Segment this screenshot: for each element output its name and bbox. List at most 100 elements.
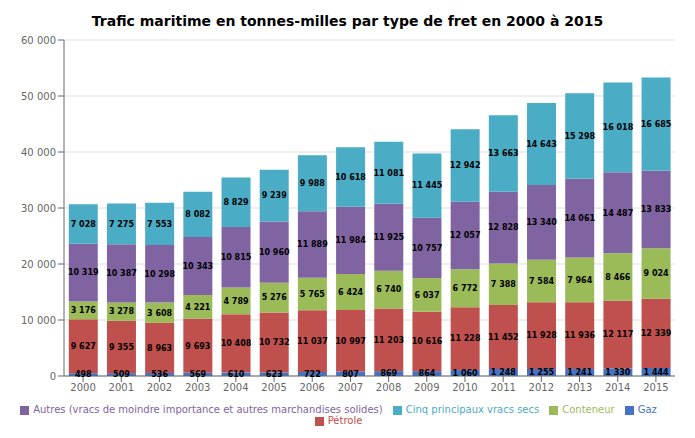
- svg-text:9 693: 9 693: [185, 342, 210, 351]
- svg-text:11 936: 11 936: [564, 331, 595, 340]
- svg-text:10 387: 10 387: [106, 269, 137, 278]
- svg-text:8 466: 8 466: [605, 273, 630, 282]
- svg-text:2001: 2001: [109, 382, 134, 393]
- svg-text:1 248: 1 248: [491, 368, 516, 377]
- svg-text:8 829: 8 829: [223, 198, 248, 207]
- svg-text:9 627: 9 627: [71, 342, 96, 351]
- svg-text:13 340: 13 340: [526, 218, 557, 227]
- svg-text:11 984: 11 984: [335, 236, 366, 245]
- svg-text:12 057: 12 057: [450, 231, 481, 240]
- svg-text:6 740: 6 740: [376, 285, 401, 294]
- svg-text:12 117: 12 117: [603, 330, 634, 339]
- svg-text:4 789: 4 789: [223, 297, 248, 306]
- svg-text:10 298: 10 298: [144, 270, 175, 279]
- svg-text:9 355: 9 355: [109, 343, 134, 352]
- svg-text:11 445: 11 445: [412, 181, 443, 190]
- svg-text:11 228: 11 228: [450, 334, 481, 343]
- svg-text:536: 536: [151, 370, 168, 379]
- svg-text:2010: 2010: [452, 382, 477, 393]
- svg-text:2011: 2011: [490, 382, 515, 393]
- svg-text:7 275: 7 275: [109, 220, 134, 229]
- svg-text:2007: 2007: [338, 382, 363, 393]
- svg-text:9 988: 9 988: [300, 179, 325, 188]
- svg-text:2000: 2000: [70, 382, 95, 393]
- svg-text:12 828: 12 828: [488, 223, 519, 232]
- svg-text:3 608: 3 608: [147, 309, 172, 318]
- svg-text:12 942: 12 942: [450, 161, 481, 170]
- svg-text:8 963: 8 963: [147, 344, 172, 353]
- svg-text:2004: 2004: [223, 382, 248, 393]
- svg-text:9 024: 9 024: [644, 269, 669, 278]
- svg-text:2002: 2002: [147, 382, 172, 393]
- svg-text:30 000: 30 000: [21, 203, 56, 214]
- svg-text:11 452: 11 452: [488, 333, 519, 342]
- svg-text:6 037: 6 037: [414, 291, 439, 300]
- svg-text:807: 807: [342, 370, 359, 379]
- svg-text:610: 610: [228, 370, 245, 379]
- svg-text:14 061: 14 061: [564, 214, 595, 223]
- svg-text:10 616: 10 616: [412, 337, 443, 346]
- svg-text:6 424: 6 424: [338, 288, 363, 297]
- svg-text:498: 498: [75, 370, 92, 379]
- svg-text:11 037: 11 037: [297, 337, 328, 346]
- svg-text:1 444: 1 444: [644, 368, 669, 377]
- svg-text:5 276: 5 276: [262, 293, 287, 302]
- svg-text:7 388: 7 388: [491, 280, 516, 289]
- svg-text:60 000: 60 000: [21, 35, 56, 46]
- svg-text:16 685: 16 685: [641, 120, 672, 129]
- svg-text:10 815: 10 815: [221, 253, 252, 262]
- svg-text:10 960: 10 960: [259, 248, 290, 257]
- svg-text:0: 0: [50, 371, 56, 382]
- svg-text:10 732: 10 732: [259, 338, 290, 347]
- svg-text:15 298: 15 298: [564, 132, 595, 141]
- svg-text:16 018: 16 018: [603, 123, 634, 132]
- svg-text:1 330: 1 330: [605, 368, 630, 377]
- svg-text:40 000: 40 000: [21, 147, 56, 158]
- svg-text:12 339: 12 339: [641, 329, 672, 338]
- svg-text:11 928: 11 928: [526, 331, 557, 340]
- svg-text:7 584: 7 584: [529, 277, 554, 286]
- svg-text:869: 869: [380, 369, 397, 378]
- svg-text:6 772: 6 772: [453, 284, 478, 293]
- svg-text:2006: 2006: [299, 382, 324, 393]
- svg-text:4 221: 4 221: [185, 303, 210, 312]
- svg-text:7 553: 7 553: [147, 220, 172, 229]
- svg-text:509: 509: [113, 370, 130, 379]
- svg-text:11 889: 11 889: [297, 240, 328, 249]
- svg-text:50 000: 50 000: [21, 91, 56, 102]
- svg-text:2003: 2003: [185, 382, 210, 393]
- svg-text:2005: 2005: [261, 382, 286, 393]
- svg-text:2013: 2013: [567, 382, 592, 393]
- svg-text:14 487: 14 487: [603, 209, 634, 218]
- svg-text:14 643: 14 643: [526, 140, 557, 149]
- svg-text:13 663: 13 663: [488, 149, 519, 158]
- svg-text:7 964: 7 964: [567, 276, 592, 285]
- svg-text:10 343: 10 343: [183, 262, 214, 271]
- svg-text:11 203: 11 203: [373, 336, 404, 345]
- svg-text:10 000: 10 000: [21, 315, 56, 326]
- svg-text:722: 722: [304, 370, 321, 379]
- svg-text:864: 864: [419, 369, 436, 378]
- svg-text:10 408: 10 408: [221, 339, 252, 348]
- svg-text:3 176: 3 176: [71, 306, 96, 315]
- svg-text:569: 569: [189, 370, 206, 379]
- svg-text:8 082: 8 082: [185, 210, 210, 219]
- svg-text:2009: 2009: [414, 382, 439, 393]
- svg-text:2015: 2015: [643, 382, 668, 393]
- svg-text:2014: 2014: [605, 382, 630, 393]
- svg-text:5 765: 5 765: [300, 290, 325, 299]
- svg-text:2008: 2008: [376, 382, 401, 393]
- svg-text:13 833: 13 833: [641, 205, 672, 214]
- svg-text:11 081: 11 081: [373, 169, 404, 178]
- svg-text:1 255: 1 255: [529, 368, 554, 377]
- svg-text:2012: 2012: [529, 382, 554, 393]
- svg-text:9 239: 9 239: [262, 191, 287, 200]
- svg-text:7 028: 7 028: [71, 220, 96, 229]
- svg-text:20 000: 20 000: [21, 259, 56, 270]
- svg-text:10 997: 10 997: [335, 337, 366, 346]
- svg-text:10 618: 10 618: [335, 173, 366, 182]
- svg-text:10 757: 10 757: [412, 244, 443, 253]
- svg-text:1 241: 1 241: [567, 368, 592, 377]
- svg-text:1 060: 1 060: [453, 369, 478, 378]
- svg-text:623: 623: [266, 370, 283, 379]
